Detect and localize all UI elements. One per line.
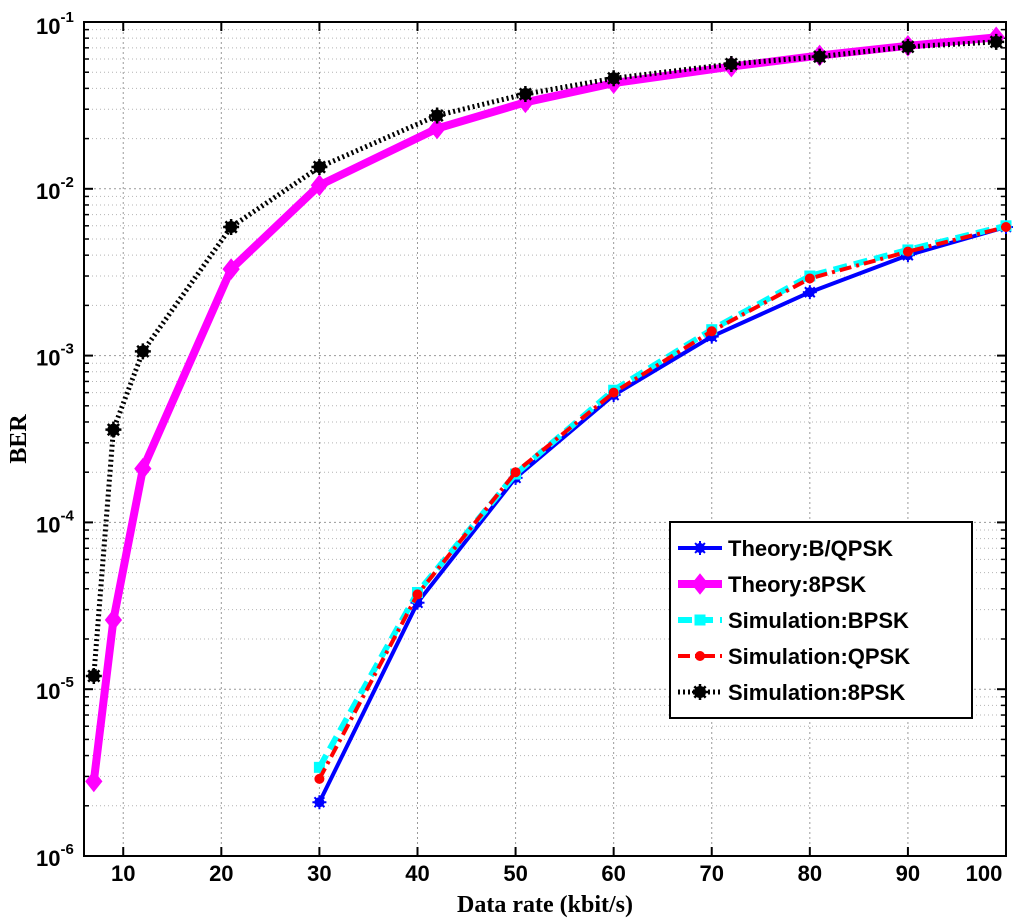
series-simulation-qpsk — [314, 222, 1011, 784]
data-point — [313, 761, 325, 773]
x-axis-label: Data rate (kbit/s) — [457, 892, 633, 918]
data-point — [802, 285, 817, 300]
legend: Theory:B/QPSK Theory:8PSK Simulation:BPSK S… — [669, 521, 973, 719]
y-tick-label: 10-6 — [36, 841, 74, 871]
data-point — [517, 86, 534, 103]
data-point — [605, 70, 622, 87]
y-tick-label: 10-3 — [36, 341, 74, 371]
grid-lines — [84, 22, 1007, 857]
x-tick-label: 70 — [700, 861, 724, 886]
legend-marker — [694, 614, 706, 626]
data-point — [706, 326, 717, 337]
axis-ticks — [84, 22, 1007, 857]
legend-marker — [695, 651, 705, 661]
x-tick-label: 60 — [601, 861, 625, 886]
data-point — [314, 773, 325, 784]
series-line — [91, 39, 997, 677]
series-line — [317, 225, 1007, 780]
legend-label: Theory:B/QPSK — [728, 536, 893, 561]
data-point — [310, 174, 329, 197]
data-point — [429, 107, 446, 124]
x-tick-label: 100 — [966, 861, 1003, 886]
legend-marker — [691, 573, 709, 595]
data-point — [412, 589, 423, 600]
data-point — [134, 457, 152, 480]
x-tick-label: 40 — [405, 861, 429, 886]
legend-marker — [692, 684, 708, 700]
data-point — [428, 117, 446, 140]
data-point — [902, 246, 913, 257]
legend-entry: Simulation:QPSK — [678, 644, 910, 669]
data-point — [312, 795, 327, 810]
legend-marker — [693, 541, 707, 555]
y-axis-label: BER — [6, 414, 32, 464]
data-point — [899, 38, 916, 55]
data-series — [85, 26, 1013, 810]
y-tick-label: 10-5 — [36, 674, 74, 704]
x-tick-label: 20 — [209, 861, 233, 886]
x-tick-label: 50 — [503, 861, 527, 886]
data-point — [1001, 222, 1011, 233]
data-point — [105, 421, 122, 438]
x-tick-label: 90 — [896, 861, 920, 886]
data-point — [723, 56, 740, 73]
legend-label: Simulation:8PSK — [728, 680, 905, 705]
data-point — [85, 770, 103, 793]
legend-label: Theory:8PSK — [728, 572, 866, 597]
legend-label: Simulation:BPSK — [728, 608, 909, 633]
data-point — [988, 33, 1005, 50]
series-line — [317, 225, 1007, 804]
legend-label: Simulation:QPSK — [728, 644, 910, 669]
legend-entry: Theory:B/QPSK — [678, 536, 893, 561]
x-tick-label: 30 — [307, 861, 331, 886]
data-point — [608, 387, 619, 398]
series-simulation-8psk — [85, 33, 1005, 684]
data-point — [811, 48, 828, 65]
data-point — [311, 159, 328, 176]
data-point — [134, 343, 151, 360]
legend-entry: Simulation:BPSK — [678, 608, 909, 633]
data-point — [222, 258, 240, 280]
legend-entry: Simulation:8PSK — [678, 680, 905, 705]
x-tick-label: 80 — [798, 861, 822, 886]
plot-area — [83, 21, 1007, 857]
data-point — [804, 273, 815, 284]
data-point — [85, 667, 102, 684]
data-point — [104, 609, 123, 631]
x-tick-label: 10 — [111, 861, 135, 886]
y-tick-label: 10-2 — [36, 174, 74, 204]
legend-entry: Theory:8PSK — [678, 572, 866, 597]
data-point — [223, 219, 240, 236]
x-tick-labels: 10 20 30 40 50 60 70 80 90 100 — [111, 861, 1002, 886]
y-tick-label: 10-4 — [36, 507, 74, 537]
data-point — [510, 467, 521, 478]
y-tick-label: 10-1 — [36, 9, 74, 39]
y-tick-labels: 10-6 10-5 10-4 10-3 10-2 10-1 — [36, 9, 74, 871]
